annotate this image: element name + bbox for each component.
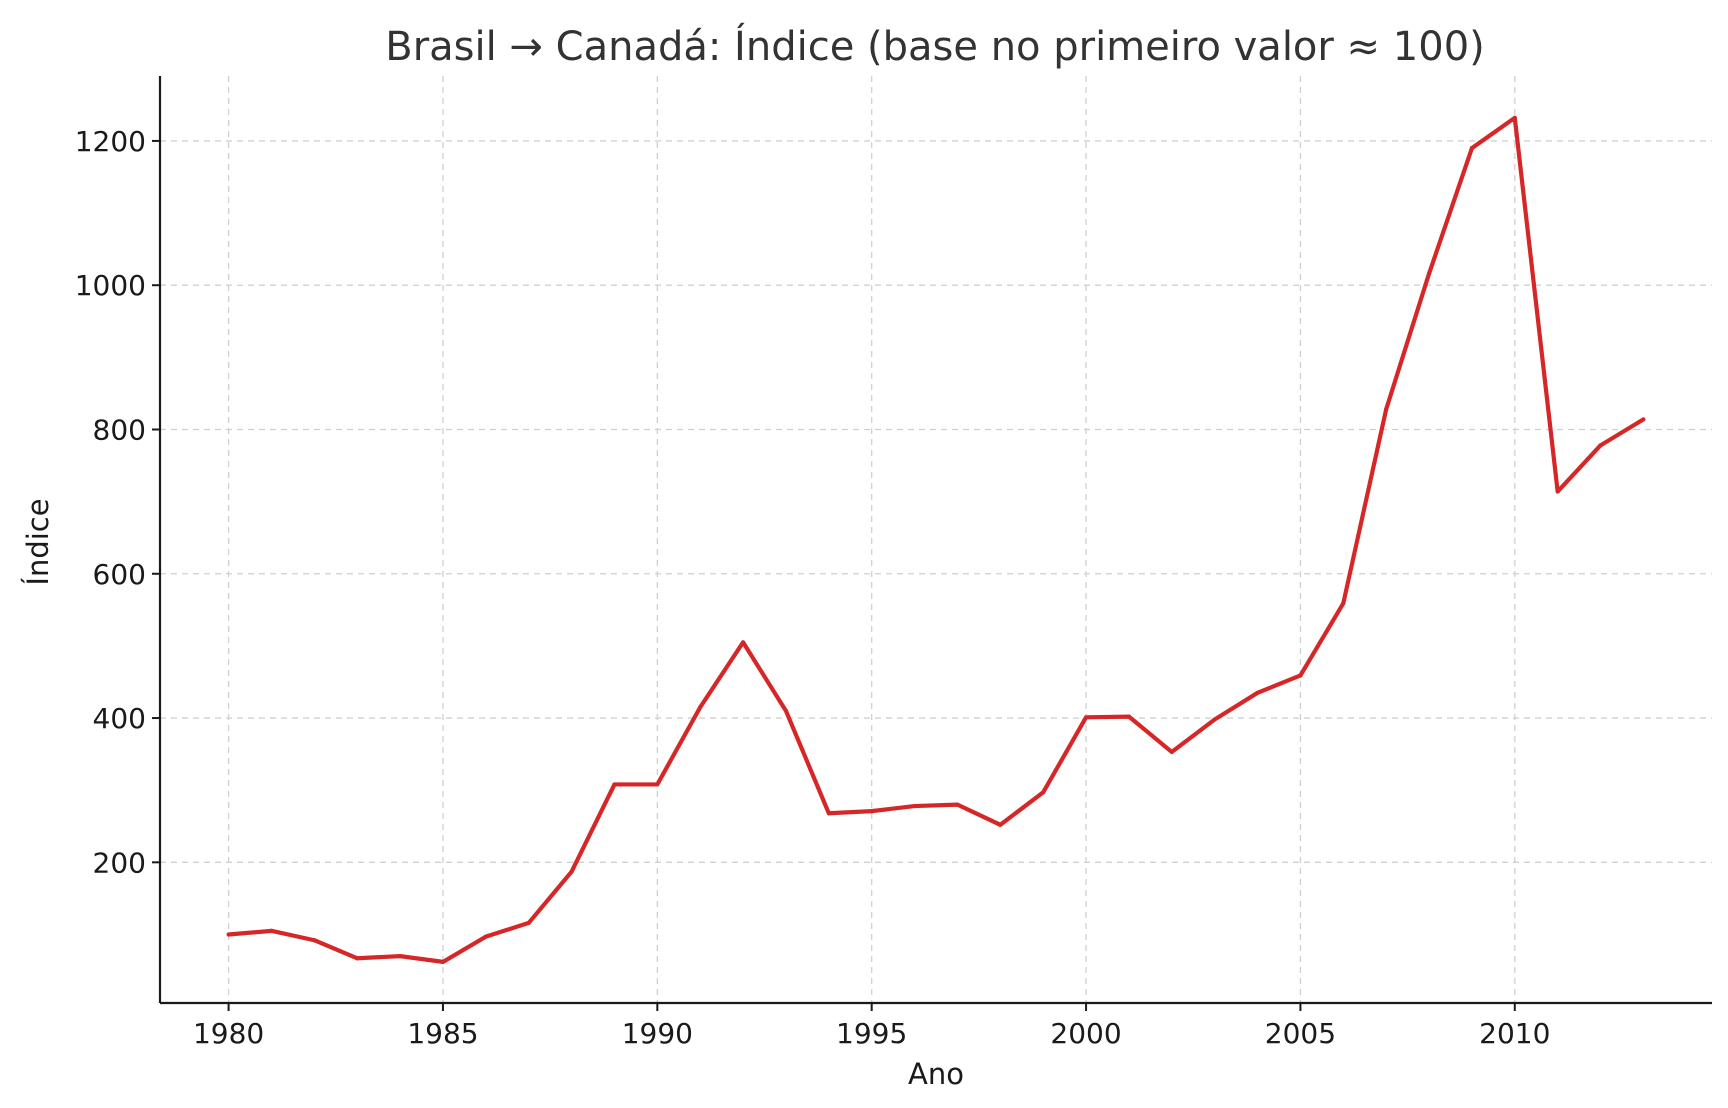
- data-point: [1212, 717, 1217, 722]
- series-line: [228, 115, 1645, 964]
- x-tick-label: 2010: [1479, 1017, 1550, 1050]
- data-point: [998, 822, 1003, 827]
- x-tick-label: 1995: [836, 1017, 907, 1050]
- data-point: [740, 640, 746, 645]
- data-point: [955, 802, 960, 807]
- x-tick-label: 1980: [193, 1017, 264, 1050]
- data-point: [1298, 673, 1303, 678]
- data-point: [1641, 417, 1646, 422]
- data-point: [312, 938, 317, 943]
- data-point: [869, 809, 874, 814]
- data-point: [1169, 749, 1174, 755]
- data-point: [269, 928, 274, 933]
- data-point: [355, 956, 360, 961]
- data-point: [569, 869, 574, 874]
- y-tick-label: 800: [93, 413, 146, 446]
- data-point: [1426, 271, 1432, 276]
- y-tick-label: 1200: [75, 125, 146, 158]
- x-tick-label: 1985: [407, 1017, 478, 1050]
- data-point: [1341, 601, 1346, 606]
- grid: [160, 76, 1712, 1003]
- x-axis-ticks: 1980 1985 1990 1995 2000 2005 2010: [193, 1003, 1550, 1050]
- data-point: [483, 934, 488, 939]
- data-point: [226, 932, 231, 937]
- data-point: [612, 782, 617, 787]
- y-tick-label: 200: [93, 846, 146, 879]
- data-point: [1384, 407, 1389, 412]
- data-point: [912, 803, 917, 809]
- series-layer: [226, 115, 1646, 964]
- data-point: [1555, 489, 1560, 494]
- data-point: [440, 959, 446, 964]
- data-point: [1512, 115, 1517, 120]
- data-point: [526, 920, 531, 926]
- data-point: [826, 811, 831, 816]
- data-point: [397, 954, 403, 959]
- data-point: [1255, 690, 1260, 695]
- x-axis-label: Ano: [908, 1057, 964, 1091]
- y-tick-label: 1000: [75, 269, 146, 302]
- axes: [158, 76, 1712, 1005]
- x-tick-label: 2000: [1050, 1017, 1121, 1050]
- data-point: [698, 705, 703, 710]
- y-axis-ticks: 200 400 600 800 1000 1200: [75, 125, 160, 879]
- y-axis-label: Índice: [21, 498, 55, 585]
- y-tick-label: 400: [93, 702, 146, 735]
- chart-title: Brasil → Canadá: Índice (base no primeir…: [385, 22, 1485, 70]
- data-point: [1469, 146, 1475, 151]
- data-point: [1083, 715, 1089, 720]
- y-tick-label: 600: [93, 558, 146, 591]
- data-point: [655, 782, 660, 787]
- data-point: [1041, 790, 1046, 795]
- data-point: [1126, 714, 1132, 719]
- data-point: [1598, 443, 1603, 448]
- x-tick-label: 1990: [622, 1017, 693, 1050]
- data-point: [783, 708, 789, 713]
- x-tick-label: 2005: [1265, 1017, 1336, 1050]
